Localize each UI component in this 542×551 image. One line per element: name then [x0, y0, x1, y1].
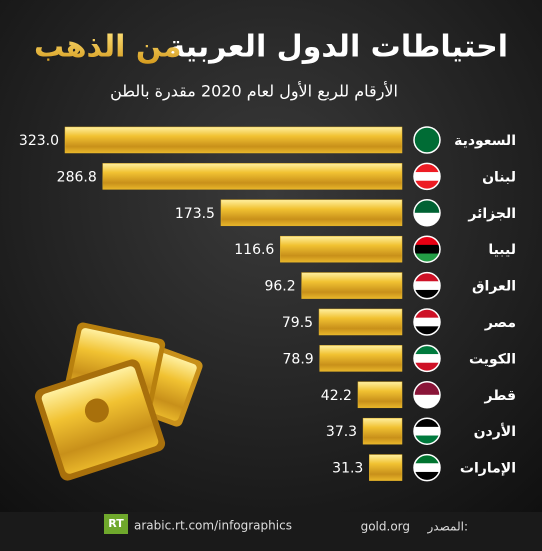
gold-bars-image [34, 322, 203, 481]
value-label: 323.0 [19, 133, 59, 149]
category-label: مصر [484, 315, 516, 331]
value-label: 286.8 [57, 169, 97, 185]
rt-logo-box [104, 514, 128, 534]
value-label: 96.2 [264, 279, 295, 295]
source: gold.org [361, 520, 410, 534]
flag-border [413, 308, 441, 336]
bar [362, 417, 403, 445]
bar [220, 199, 403, 227]
flag-stripe [414, 212, 440, 226]
flag-stripe [414, 345, 440, 355]
bar [301, 272, 403, 299]
value-label: 116.6 [234, 242, 274, 258]
flag-stripe [414, 180, 440, 190]
flag-border [413, 235, 441, 263]
flag-border [413, 344, 441, 373]
category-label: السعودية [454, 133, 516, 149]
flag-stripe [414, 199, 440, 214]
bar [319, 345, 403, 372]
flag-border [413, 162, 441, 191]
flag-stripe [414, 463, 440, 473]
title: احتياطات الدول العربية [167, 30, 508, 65]
title-highlight: من الذهب [34, 30, 181, 65]
category-label: ليبيا [488, 242, 516, 258]
value-label: 31.3 [332, 461, 363, 477]
category-label: لبنان [482, 169, 516, 185]
category-label: الأردن [474, 423, 516, 440]
footer-url: arabic.rt.com/infographics [134, 519, 292, 533]
bar [357, 381, 403, 409]
flag [414, 236, 440, 263]
flag-stripe [414, 326, 440, 335]
flag-stripe [414, 418, 440, 428]
flag-border [413, 126, 441, 154]
flag-border [413, 453, 441, 482]
flag [414, 454, 440, 481]
flag-border [413, 417, 441, 445]
flag [414, 199, 440, 226]
flag-stripe [414, 289, 440, 299]
subtitle: الأرقام للربع الأول لعام 2020 مقدرة بالط… [110, 81, 398, 102]
flag-border [413, 381, 441, 409]
bar [369, 454, 403, 481]
category-label: الكويت [469, 351, 516, 367]
flag-stripe [414, 381, 440, 396]
flag-stripe [414, 362, 440, 372]
flag-stripe [414, 281, 440, 291]
value-label: 173.5 [175, 206, 215, 222]
footer-bar [0, 512, 542, 551]
flag-stripe [414, 163, 440, 173]
value-label: 78.9 [283, 351, 314, 367]
category-label: الجزائر [467, 206, 516, 222]
value-label: 79.5 [282, 315, 313, 331]
flag-border [413, 271, 441, 300]
flag-stripe [414, 236, 440, 246]
flag-stripe [414, 253, 440, 263]
flag-border [413, 199, 441, 227]
flag-stripe [414, 172, 440, 182]
flag-stripe [414, 317, 440, 327]
flag [414, 381, 440, 408]
flag-stripe [414, 309, 440, 319]
flag [414, 272, 440, 299]
flag [414, 345, 440, 372]
flag-stripe [414, 394, 440, 408]
flag-stripe [414, 454, 440, 464]
source-label: المصدر: [427, 520, 468, 535]
flag-stripe [414, 354, 440, 364]
flag-stripe [414, 435, 440, 445]
value-label: 42.2 [321, 388, 352, 404]
flag-stripe [414, 272, 440, 282]
flag [414, 418, 440, 445]
flag-stripe [414, 244, 440, 255]
bar [280, 235, 403, 263]
category-label: العراق [472, 279, 516, 295]
rt-logo: RT [108, 517, 124, 530]
bar [102, 163, 403, 190]
bar [64, 126, 403, 154]
category-label: الإمارات [460, 461, 516, 477]
flag-stripe [414, 426, 440, 437]
bar [318, 308, 403, 336]
flag [414, 163, 440, 190]
value-label: 37.3 [326, 424, 357, 440]
flag-stripe [414, 471, 440, 481]
flag [414, 309, 440, 335]
category-label: قطر [483, 388, 516, 404]
